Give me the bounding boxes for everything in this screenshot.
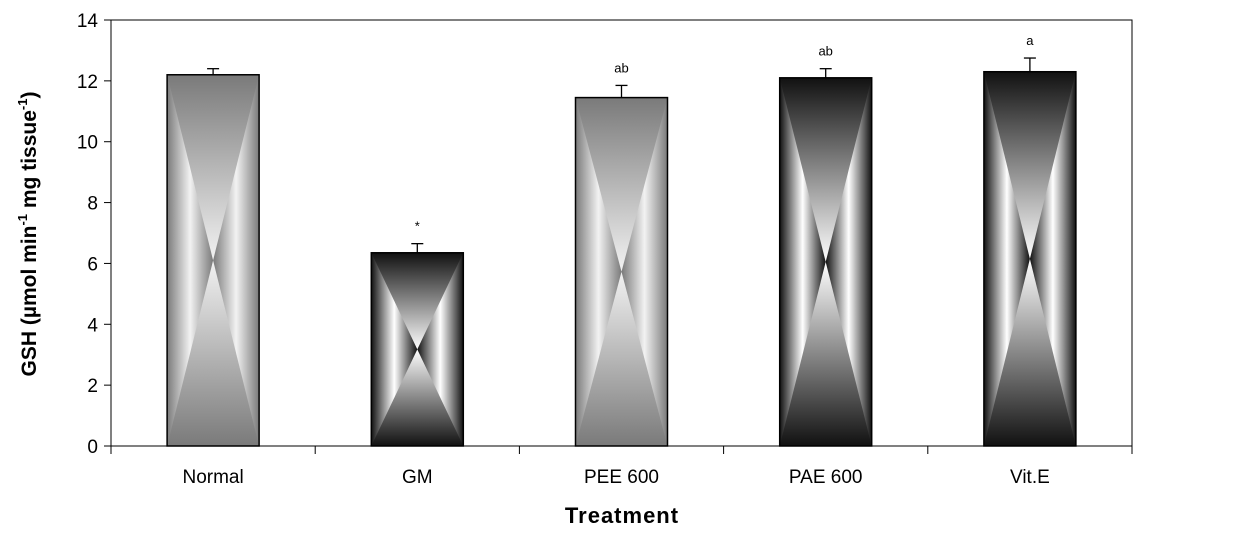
y-tick-label: 12: [77, 72, 98, 93]
x-category-label: Vit.E: [1010, 467, 1050, 488]
y-tick-label: 2: [87, 376, 98, 397]
y-tick-label: 0: [87, 437, 98, 458]
significance-label: ab: [614, 60, 628, 75]
x-axis-title: Treatment: [565, 503, 679, 528]
y-tick-label: 10: [77, 133, 98, 154]
bar-pee-600: ab PEE 600: [574, 60, 669, 488]
bar-normal: Normal: [166, 68, 260, 488]
bar-shade-right: [1029, 71, 1076, 446]
bar-pae-600: ab PAE 600: [778, 44, 873, 488]
bar-gm: * GM: [370, 219, 465, 488]
bar-shade-left: [983, 71, 1030, 446]
significance-label: ab: [818, 44, 832, 59]
x-category-label: Normal: [182, 467, 243, 488]
x-category-label: PAE 600: [789, 467, 863, 488]
x-category-label: PEE 600: [584, 467, 659, 488]
bar-shade-right: [213, 74, 260, 447]
bar-shade-left: [575, 97, 622, 446]
y-axis-title: GSH (µmol min-1 mg tissue-1): [15, 92, 41, 377]
bar-shade-left: [779, 77, 826, 447]
y-tick-label: 8: [87, 194, 98, 215]
bar-shade-right: [417, 252, 464, 446]
bar-shade-right: [621, 97, 668, 446]
bar-shade-left: [167, 74, 214, 447]
y-tick-label: 6: [87, 254, 98, 275]
bar-shade-right: [825, 77, 872, 447]
y-tick-label: 4: [87, 315, 98, 336]
significance-label: *: [415, 219, 420, 234]
bar-shade-left: [371, 252, 418, 446]
bar-vit-e: a Vit.E: [983, 33, 1077, 488]
y-tick-label: 14: [77, 11, 99, 32]
x-category-label: GM: [402, 467, 433, 488]
significance-label: a: [1026, 33, 1034, 48]
